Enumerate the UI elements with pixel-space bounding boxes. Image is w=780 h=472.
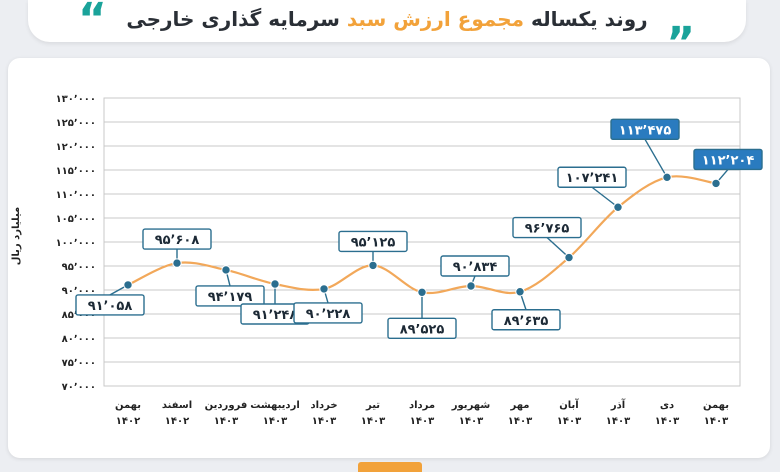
data-label: ۹۱٬۲۴۸ xyxy=(253,308,298,323)
x-tick-year: ۱۴۰۳ xyxy=(263,416,287,427)
x-tick-year: ۱۴۰۳ xyxy=(704,416,728,427)
data-markers xyxy=(123,172,721,297)
data-point xyxy=(270,279,280,289)
data-label-box xyxy=(693,148,763,171)
x-tick-month: فروردین xyxy=(205,400,248,411)
data-point xyxy=(417,287,427,297)
x-tick-year: ۱۴۰۳ xyxy=(508,416,532,427)
x-tick-year: ۱۴۰۳ xyxy=(214,416,238,427)
y-tick-label: ۱۲۵٬۰۰۰ xyxy=(56,118,96,129)
x-tick-month: اسفند xyxy=(162,400,192,411)
data-label-box xyxy=(293,302,363,324)
data-label: ۹۱٬۰۵۸ xyxy=(88,299,133,314)
data-point xyxy=(711,178,721,189)
chart-title: روند یکساله مجموع ارزش سبد سرمایه گذاری … xyxy=(28,0,746,38)
data-label: ۹۴٬۱۷۹ xyxy=(208,290,253,305)
data-label-box xyxy=(557,166,627,188)
data-label-box xyxy=(387,317,457,339)
x-tick-month: آذر xyxy=(610,398,626,411)
title-prefix: روند یکساله xyxy=(531,7,648,31)
data-point xyxy=(564,252,574,263)
data-point xyxy=(662,172,672,183)
y-tick-label: ۸۰٬۰۰۰ xyxy=(62,334,96,345)
label-connector xyxy=(591,186,619,208)
x-tick-year: ۱۴۰۳ xyxy=(655,416,679,427)
x-tick-month: اردیبهشت xyxy=(250,400,300,411)
x-tick-year: ۱۴۰۲ xyxy=(116,416,140,427)
y-tick-label: ۷۰٬۰۰۰ xyxy=(62,382,96,393)
x-tick-month: بهمن xyxy=(115,400,141,411)
footer-logo xyxy=(358,462,422,472)
data-label: ۹۰٬۸۳۴ xyxy=(453,260,498,275)
y-tick-label: ۹۵٬۰۰۰ xyxy=(62,262,96,273)
data-point xyxy=(368,260,378,271)
quote-open-icon: “ xyxy=(78,0,107,45)
data-label: ۱۰۷٬۲۴۱ xyxy=(566,171,619,186)
data-label-box xyxy=(338,230,408,253)
y-tick-label: ۷۵٬۰۰۰ xyxy=(62,358,96,369)
x-tick-month: بهمن xyxy=(703,400,729,411)
x-tick-month: آبان xyxy=(559,398,579,411)
x-tick-year: ۱۴۰۳ xyxy=(557,416,581,427)
x-tick-labels: بهمن ۱۴۰۲ اسفند ۱۴۰۲ فروردین ۱۴۰۳ اردیبهشت ۱۴۰۳… xyxy=(115,398,729,427)
x-tick-year: ۱۴۰۳ xyxy=(606,416,630,427)
title-suffix: سرمایه گذاری خارجی xyxy=(126,7,340,31)
data-label: ۱۱۳٬۴۷۵ xyxy=(619,123,672,138)
quote-close-icon: „ xyxy=(667,0,696,45)
data-label-box xyxy=(75,294,145,316)
data-point xyxy=(123,280,133,290)
x-tick-month: تیر xyxy=(365,400,380,411)
x-tick-year: ۱۴۰۳ xyxy=(459,416,483,427)
data-label-box xyxy=(610,118,680,141)
y-tick-label: ۱۰۰٬۰۰۰ xyxy=(56,238,96,249)
title-highlight: مجموع ارزش سبد xyxy=(346,7,525,31)
data-label-box xyxy=(440,255,510,277)
x-tick-month: مهر xyxy=(509,400,529,411)
data-label-box xyxy=(512,216,582,239)
y-tick-label: ۱۱۰٬۰۰۰ xyxy=(56,190,96,201)
data-point xyxy=(172,258,182,268)
x-tick-year: ۱۴۰۲ xyxy=(165,416,189,427)
y-tick-label: ۱۲۰٬۰۰۰ xyxy=(56,142,96,153)
data-label: ۹۵٬۱۲۵ xyxy=(351,235,396,250)
data-point xyxy=(515,287,525,297)
x-tick-month: خرداد xyxy=(310,400,337,411)
data-label: ۹۶٬۷۶۵ xyxy=(525,222,570,237)
x-tick-month: دی xyxy=(660,400,674,411)
data-label-box xyxy=(195,285,265,307)
x-tick-month: مرداد xyxy=(409,400,435,411)
data-label: ۱۱۲٬۲۰۴ xyxy=(702,153,755,168)
x-tick-month: شهریور xyxy=(451,400,491,411)
data-label-box xyxy=(142,228,212,250)
data-point xyxy=(221,265,231,275)
data-label: ۸۹٬۵۲۵ xyxy=(400,322,445,337)
data-point xyxy=(613,202,623,212)
data-label: ۸۹٬۶۳۵ xyxy=(504,314,549,329)
y-tick-labels: ۷۰٬۰۰۰۷۵٬۰۰۰۸۰٬۰۰۰۸۵٬۰۰۰۹۰٬۰۰۰۹۵٬۰۰۰۱۰۰٬… xyxy=(56,94,96,393)
x-tick-year: ۱۴۰۳ xyxy=(312,416,336,427)
data-label-box xyxy=(491,309,561,331)
data-point xyxy=(466,281,476,291)
y-tick-label: ۹۰٬۰۰۰ xyxy=(62,286,96,297)
x-tick-year: ۱۴۰۳ xyxy=(410,416,434,427)
label-connectors xyxy=(109,138,729,319)
x-tick-year: ۱۴۰۳ xyxy=(361,416,385,427)
data-label: ۹۰٬۲۲۸ xyxy=(306,307,351,322)
label-connector xyxy=(546,237,570,259)
grid-lines xyxy=(103,97,741,387)
y-tick-label: ۱۳۰٬۰۰۰ xyxy=(56,94,96,105)
title-banner: روند یکساله مجموع ارزش سبد سرمایه گذاری … xyxy=(28,0,746,42)
data-label: ۹۵٬۶۰۸ xyxy=(155,233,200,248)
data-point xyxy=(319,284,329,294)
y-tick-label: ۱۰۵٬۰۰۰ xyxy=(56,214,96,225)
y-tick-label: ۱۱۵٬۰۰۰ xyxy=(56,166,96,177)
label-connector xyxy=(644,138,668,178)
